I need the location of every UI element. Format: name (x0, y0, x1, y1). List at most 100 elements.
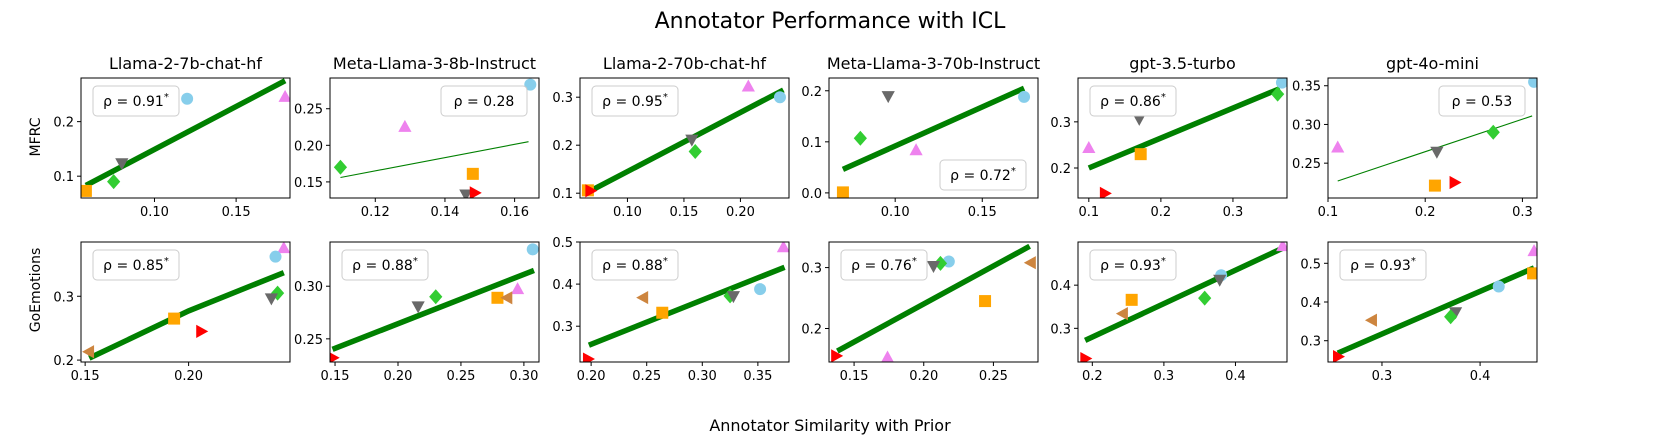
red-marker (1333, 349, 1346, 362)
y-tick-label: 0.3 (53, 290, 74, 305)
sky-marker (269, 250, 282, 263)
sky-marker (1018, 90, 1031, 103)
y-tick-label: 0.3 (1300, 335, 1321, 350)
figure-xlabel: Annotator Similarity with Prior (709, 416, 951, 435)
sky-marker (754, 283, 767, 296)
rho-box (92, 249, 180, 281)
violet-marker (881, 350, 894, 362)
sky-marker (773, 91, 786, 104)
y-tick-label: 0.35 (1292, 80, 1321, 95)
plot-area (831, 243, 1036, 362)
x-tick-label: 0.15 (669, 205, 698, 220)
orange-marker (168, 312, 181, 325)
sky-marker (1492, 280, 1505, 293)
green-marker (1486, 124, 1500, 140)
plot-area (1080, 242, 1287, 362)
fit-line (1083, 245, 1284, 343)
rho-box (1089, 85, 1177, 117)
gray-marker (264, 293, 278, 306)
rho-label: ρ = 0.88* (602, 256, 668, 274)
panel-title: gpt-4o-mini (1386, 54, 1479, 73)
fit-line (340, 141, 529, 179)
panel-11: 0.3 0.4 0.3 0.4 0.5 ρ = 0.93* (1300, 241, 1538, 384)
violet-marker (909, 143, 923, 156)
panel-title: Meta-Llama-3-8b-Instruct (333, 54, 536, 73)
orange-marker (979, 295, 992, 308)
y-tick-label: 0.25 (294, 103, 323, 118)
violet-marker (1276, 242, 1287, 252)
brown-marker (1115, 307, 1128, 321)
rho-label: ρ = 0.88* (352, 256, 418, 274)
y-tick-label: 0.30 (1292, 118, 1321, 133)
y-tick-label: 0.25 (294, 333, 323, 348)
orange-marker (1527, 267, 1537, 280)
red-marker (469, 186, 482, 198)
rho-label: ρ = 0.28 (454, 94, 515, 110)
y-tick-label: 0.3 (801, 262, 822, 277)
axes-frame (1327, 77, 1538, 199)
axes-frame (579, 241, 790, 363)
x-tick-label: 0.3 (1512, 205, 1533, 220)
panel-2: 0.10 0.15 0.20 0.1 0.2 0.3 Llama-2-70b-chat-hf… (552, 54, 790, 220)
y-tick-label: 0.2 (53, 354, 74, 369)
fit-line (84, 78, 287, 188)
x-tick-label: 0.20 (726, 205, 755, 220)
plot-area (1082, 78, 1287, 198)
y-tick-label: 0.20 (294, 139, 323, 154)
gray-marker (115, 158, 129, 171)
orange-marker (466, 167, 479, 180)
y-tick-label: 0.2 (801, 322, 822, 337)
fit-line (841, 85, 1026, 172)
x-tick-label: 0.15 (840, 369, 869, 384)
x-tick-label: 0.3 (1223, 205, 1244, 220)
rho-label: ρ = 0.93* (1100, 256, 1166, 274)
y-tick-label: 0.25 (1292, 157, 1321, 172)
plot-area (333, 78, 537, 198)
x-tick-label: 0.20 (909, 369, 938, 384)
x-tick-label: 0.25 (446, 369, 475, 384)
red-marker (1449, 175, 1462, 190)
rho-label: ρ = 0.93* (1350, 256, 1416, 274)
y-tick-label: 0.1 (552, 187, 573, 202)
red-marker (196, 324, 209, 338)
plot-area (1333, 244, 1537, 362)
axes-frame (329, 241, 540, 363)
brown-marker (82, 345, 95, 359)
row-label-goemotions: GoEmotions (28, 248, 44, 333)
sky-marker (1528, 78, 1537, 88)
axes-frame (828, 77, 1039, 199)
orange-marker (656, 306, 669, 319)
panel-1: 0.12 0.14 0.16 0.15 0.20 0.25 Meta-Llama-3-8b-… (294, 54, 540, 220)
green-marker (1271, 86, 1285, 102)
fit-line (836, 243, 1031, 354)
row-label-mfrc: MFRC (28, 117, 44, 156)
gray-marker (881, 91, 895, 104)
brown-marker (1023, 256, 1036, 270)
rho-label: ρ = 0.53 (1452, 94, 1513, 110)
fit-line (1336, 265, 1536, 356)
x-tick-label: 0.20 (174, 369, 203, 384)
orange-marker (81, 184, 92, 197)
axes-frame (579, 77, 790, 199)
y-tick-label: 0.3 (552, 91, 573, 106)
x-tick-label: 0.14 (430, 205, 459, 220)
gray-marker (459, 189, 473, 198)
sky-marker (1275, 78, 1287, 89)
x-tick-label: 0.15 (321, 369, 350, 384)
violet-marker (1527, 244, 1537, 257)
x-tick-label: 0.15 (222, 205, 251, 220)
rho-box (591, 249, 679, 281)
x-tick-label: 0.20 (577, 369, 606, 384)
violet-marker (398, 119, 412, 132)
x-tick-label: 0.15 (71, 369, 100, 384)
panel-8: 0.20 0.25 0.30 0.35 0.3 0.4 0.5 ρ = 0.88* (552, 236, 790, 384)
rho-box (840, 249, 928, 281)
rho-box (591, 85, 679, 117)
panel-9: 0.15 0.20 0.25 0.2 0.3 ρ = 0.76* (801, 241, 1039, 384)
green-marker (688, 143, 702, 159)
panel-title: gpt-3.5-turbo (1129, 54, 1236, 73)
green-marker (333, 159, 348, 175)
gray-marker (1213, 274, 1227, 287)
x-tick-label: 0.2 (1151, 205, 1172, 220)
